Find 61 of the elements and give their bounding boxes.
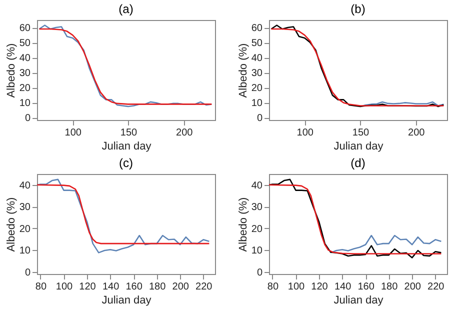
x-tick-label: 100 [296, 128, 314, 138]
y-tick-label: 30 [251, 68, 263, 80]
y-tick-label: 30 [19, 202, 31, 214]
x-tick-label: 180 [148, 282, 166, 292]
y-tick-label: 20 [19, 83, 31, 94]
x-tick-label: 100 [288, 282, 306, 292]
x-tick-label: 120 [79, 282, 96, 292]
y-tick-label: 40 [251, 53, 263, 64]
y-tick-label: 10 [19, 246, 31, 257]
y-tick-label: 10 [251, 246, 263, 257]
x-tick-label: 160 [126, 282, 143, 292]
x-axis-title: Julian day [334, 294, 384, 306]
y-tick-label: 60 [251, 23, 263, 34]
y-tick-label: 60 [19, 23, 31, 34]
y-tick-label: 40 [19, 53, 31, 64]
x-tick-label: 220 [196, 282, 213, 292]
y-tick-label: 10 [19, 98, 31, 110]
chart-title: (a) [118, 2, 134, 16]
x-tick-label: 200 [172, 282, 190, 292]
y-tick-label: 10 [251, 98, 263, 110]
x-tick-label: 120 [311, 282, 328, 292]
y-axis-title: Albedo (%) [5, 43, 18, 98]
x-tick-label: 150 [120, 128, 138, 138]
x-tick-label: 100 [64, 128, 82, 138]
line-series [330, 234, 442, 254]
y-tick-label: 0 [256, 267, 263, 278]
y-tick-label: 40 [251, 180, 263, 192]
x-tick-label: 100 [56, 282, 74, 292]
x-tick-label: 140 [334, 282, 352, 292]
y-axis-title: Albedo (%) [237, 43, 250, 98]
x-tick-label: 220 [428, 282, 445, 292]
y-axis-title: Albedo (%) [5, 197, 18, 252]
y-tick-label: 20 [251, 224, 263, 235]
chart-title: (c) [119, 156, 133, 170]
y-tick-label: 0 [256, 113, 263, 124]
x-tick-label: 80 [267, 282, 279, 292]
x-tick-label: 180 [380, 282, 398, 292]
x-tick-label: 200 [176, 128, 194, 138]
x-axis-title: Julian day [102, 294, 152, 306]
y-tick-label: 50 [251, 38, 263, 50]
line-series [37, 184, 210, 244]
x-axis-title: Julian day [334, 140, 384, 152]
x-tick-label: 160 [358, 282, 375, 292]
x-tick-label: 200 [404, 282, 422, 292]
x-tick-label: 150 [352, 128, 370, 138]
chart-title: (b) [350, 2, 366, 16]
y-tick-label: 50 [19, 38, 31, 50]
y-axis-title: Albedo (%) [237, 197, 250, 252]
x-tick-label: 80 [35, 282, 47, 292]
y-tick-label: 20 [251, 83, 263, 94]
chart-title: (d) [350, 156, 366, 170]
x-tick-label: 200 [408, 128, 426, 138]
y-tick-label: 30 [251, 202, 263, 214]
y-tick-label: 40 [19, 180, 31, 192]
y-tick-label: 20 [19, 224, 31, 235]
y-tick-label: 0 [24, 113, 31, 124]
x-tick-label: 140 [102, 282, 120, 292]
y-tick-label: 0 [24, 267, 31, 278]
y-tick-label: 30 [19, 68, 31, 80]
x-axis-title: Julian day [102, 140, 152, 152]
line-series [37, 178, 210, 254]
